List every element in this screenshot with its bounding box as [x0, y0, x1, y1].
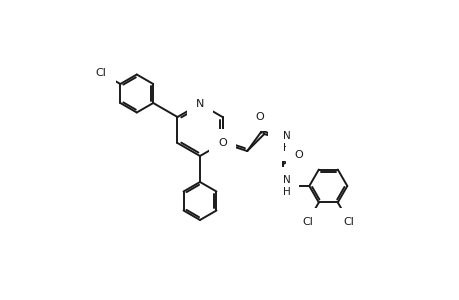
- Text: Cl: Cl: [342, 217, 353, 226]
- Text: O: O: [294, 150, 302, 160]
- Text: O: O: [277, 134, 285, 144]
- Text: N
H: N H: [283, 175, 291, 197]
- Text: O: O: [218, 138, 226, 148]
- Text: N: N: [196, 99, 204, 109]
- Text: N
H: N H: [283, 131, 291, 153]
- Text: Cl: Cl: [95, 68, 106, 78]
- Text: O: O: [255, 112, 263, 122]
- Text: Cl: Cl: [302, 217, 313, 226]
